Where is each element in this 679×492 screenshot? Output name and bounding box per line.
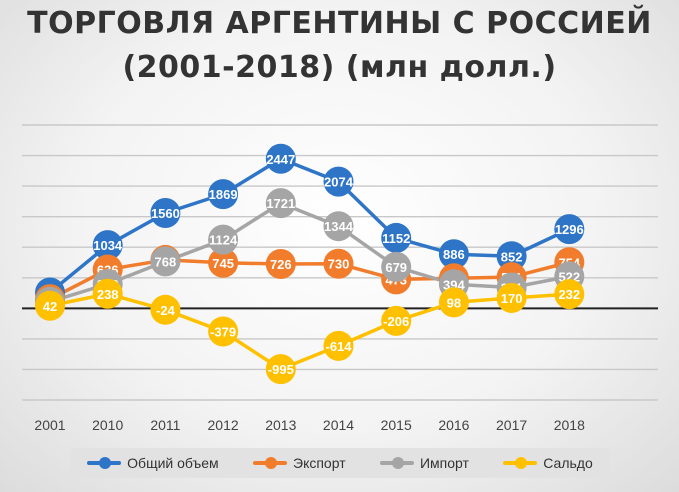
data-point: [35, 290, 65, 321]
data-point: [323, 166, 354, 197]
legend-item: Импорт: [379, 455, 469, 471]
data-label: -24: [156, 303, 176, 318]
data-label: -379: [210, 324, 236, 339]
data-point: [381, 305, 412, 336]
data-label: -614: [325, 339, 352, 354]
data-point: [208, 179, 239, 210]
data-label: 745: [212, 256, 234, 271]
x-tick-label: 2013: [265, 417, 296, 433]
data-label: 1869: [209, 187, 238, 202]
chart-title-line-1: ТОРГОВЛЯ АРГЕНТИНЫ С РОССИЕЙ: [27, 6, 652, 41]
x-tick-label: 2010: [92, 417, 123, 433]
data-point: [208, 224, 239, 255]
data-label: 238: [97, 287, 119, 302]
data-point: [150, 198, 181, 228]
x-tick-label: 2001: [34, 417, 65, 433]
data-point: [323, 211, 354, 242]
data-point: [496, 282, 527, 313]
data-point: [381, 251, 412, 282]
series-line-2: [49, 258, 570, 301]
chart-title-line-2: (2001-2018) (млн долл.): [122, 50, 557, 85]
data-label: 2447: [266, 152, 295, 167]
data-label: 1344: [324, 219, 354, 234]
data-label: 768: [155, 254, 177, 269]
data-label: 886: [443, 247, 465, 262]
data-point: [496, 241, 527, 272]
x-tick-label: 2015: [381, 417, 412, 433]
data-point: [150, 294, 181, 325]
chart-legend: Общий объем Экспорт Импорт Сальдо: [70, 448, 610, 478]
data-label: 730: [328, 257, 350, 272]
data-label: 1152: [382, 231, 410, 246]
data-point: [438, 239, 469, 270]
data-label: 1296: [555, 222, 584, 237]
data-point: [208, 316, 239, 347]
data-point: [92, 278, 123, 309]
legend-dot-icon: [391, 457, 404, 469]
data-label: 679: [385, 260, 407, 275]
data-label: 42: [43, 299, 57, 314]
legend-label: Сальдо: [543, 455, 593, 471]
legend-marker: [253, 457, 287, 469]
data-label: 1034: [93, 238, 123, 253]
series-line-4: [49, 292, 570, 371]
data-label: 1721: [266, 196, 295, 211]
data-point: [208, 247, 239, 278]
data-point: [323, 330, 354, 361]
legend-label: Экспорт: [293, 455, 346, 471]
data-point: [92, 230, 123, 261]
series-line-3: [49, 201, 570, 304]
legend-label: Общий объем: [127, 455, 219, 471]
data-label: -995: [268, 362, 294, 377]
legend-dot-icon: [265, 457, 277, 469]
x-tick-label: 2011: [150, 417, 180, 433]
data-label: 2074: [324, 175, 354, 190]
data-point: [438, 287, 469, 318]
data-label: 1560: [151, 206, 180, 221]
data-label: 170: [501, 291, 523, 306]
data-label: 1124: [209, 233, 238, 248]
legend-marker: [379, 457, 414, 469]
legend-item: Сальдо: [503, 455, 593, 471]
series-line-1: [48, 157, 571, 294]
x-tick-label: 2012: [208, 417, 239, 433]
x-tick-label: 2016: [438, 417, 469, 433]
data-label: 726: [270, 257, 292, 272]
data-point: [265, 143, 296, 174]
legend-marker: [87, 457, 122, 469]
data-label: 98: [447, 295, 461, 310]
legend-item: Общий объем: [87, 455, 219, 471]
x-tick-label: 2014: [323, 417, 354, 433]
data-point: [554, 214, 585, 245]
data-point: [381, 222, 412, 253]
x-tick-label: 2018: [554, 417, 585, 433]
legend-dot-icon: [99, 457, 112, 469]
legend-marker: [503, 457, 538, 469]
legend-label: Импорт: [419, 455, 469, 471]
data-point: [265, 248, 296, 279]
data-label: 232: [558, 287, 580, 302]
data-point: [265, 354, 296, 385]
legend-item: Экспорт: [253, 455, 346, 471]
data-label: 852: [501, 249, 523, 264]
legend-dot-icon: [515, 457, 528, 469]
data-point: [265, 188, 296, 219]
data-label: -206: [383, 314, 409, 329]
data-point: [554, 279, 585, 310]
data-point: [323, 248, 354, 279]
data-point: [150, 246, 181, 277]
x-tick-label: 2017: [496, 417, 527, 433]
